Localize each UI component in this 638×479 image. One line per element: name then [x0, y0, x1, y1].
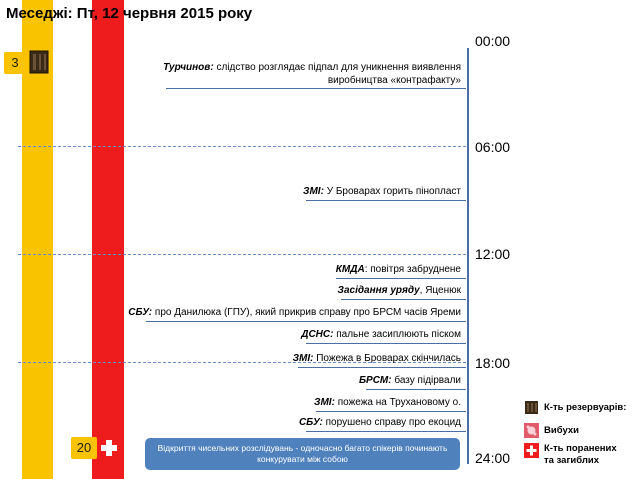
event-underline — [146, 321, 466, 322]
event-underline — [316, 411, 466, 412]
event-text: Пожежа в Броварах скінчилась — [313, 353, 461, 364]
event-text: порушено справу про екоцид — [322, 417, 461, 428]
event-media-fire: ЗМІ: У Броварах горить пінопласт — [303, 185, 461, 198]
time-axis — [467, 48, 469, 464]
event-speaker: СБУ: — [128, 307, 153, 318]
time-label-2400: 24:00 — [475, 450, 511, 466]
event-text: базу підірвали — [391, 375, 461, 386]
tank-icon — [29, 50, 49, 74]
guide-line-1200 — [18, 254, 466, 255]
page-title: Меседжі: Пт, 12 червня 2015 року — [6, 5, 253, 22]
event-media-fire-ended: ЗМІ: Пожежа в Броварах скінчилась — [293, 352, 461, 365]
legend-casualties: К-ть поранених та загиблих — [524, 443, 617, 467]
event-speaker: КМДА — [335, 264, 365, 275]
timeline-bar-red — [92, 0, 124, 479]
event-sbu-ecocide: СБУ: порушено справу про екоцид — [299, 416, 461, 429]
legend-label: К-ть резервуарів: — [544, 402, 627, 413]
event-text-line2: виробництва «контрафакту» — [327, 75, 461, 86]
event-text: слідство розглядає підпал для уникнення … — [213, 62, 461, 73]
event-underline — [341, 299, 466, 300]
event-turchynov: Турчинов: слідство розглядає підпал для … — [163, 61, 461, 87]
event-speaker: ЗМІ: — [292, 353, 314, 364]
event-underline — [366, 389, 466, 390]
investigations-callout: Відкриття чисельних розслідувань - одноч… — [145, 438, 460, 470]
event-underline — [306, 200, 466, 201]
event-brsm: БРСМ: базу підірвали — [359, 374, 461, 387]
event-underline — [166, 88, 466, 89]
tank-count-badge: 3 — [4, 52, 26, 74]
event-speaker: БРСМ: — [358, 375, 392, 386]
time-label-0600: 06:00 — [475, 139, 511, 155]
event-speaker: СБУ: — [298, 417, 323, 428]
tank-icon — [525, 401, 538, 414]
legend-label: К-ть поранених та загиблих — [544, 443, 617, 467]
event-speaker: ЗМІ: — [303, 186, 324, 197]
event-media-trukhaniv: ЗМІ: пожежа на Трухановому о. — [314, 396, 461, 409]
event-speaker: ЗМІ: — [314, 397, 335, 408]
time-label-1800: 18:00 — [475, 355, 511, 371]
event-underline — [306, 431, 466, 432]
legend-explosions: Вибухи — [524, 423, 579, 438]
event-speaker: Турчинов: — [163, 62, 214, 73]
legend-tanks: К-ть резервуарів: — [524, 400, 626, 415]
guide-line-1800 — [18, 362, 466, 363]
event-text: пальне засиплюють піском — [333, 329, 461, 340]
event-text: пожежа на Трухановому о. — [334, 397, 461, 408]
legend-label: Вибухи — [544, 425, 579, 436]
event-kmda: КМДА: повітря забруднене — [336, 263, 461, 276]
time-label-0000: 00:00 — [475, 33, 511, 49]
event-sbu-danyliuk: СБУ: про Данилюка (ГПУ), який прикрив сп… — [128, 306, 461, 319]
event-text: : повітря забруднене — [364, 264, 461, 275]
event-text: У Броварах горить пінопласт — [323, 186, 461, 197]
event-speaker: Засідання уряду — [337, 285, 420, 296]
event-speaker: ДСНС: — [301, 329, 334, 340]
event-underline — [298, 367, 466, 368]
event-underline — [336, 278, 466, 279]
timeline-bar-yellow — [22, 0, 53, 479]
explosion-icon — [524, 423, 539, 438]
medical-cross-icon — [524, 443, 539, 458]
event-underline — [306, 343, 466, 344]
time-label-1200: 12:00 — [475, 246, 511, 262]
guide-line-0600 — [18, 146, 466, 147]
legend-label-line2: та загиблих — [544, 455, 600, 466]
event-text: про Данилюка (ГПУ), який прикрив справу … — [152, 307, 461, 318]
medical-cross-icon — [97, 436, 121, 460]
event-dsns: ДСНС: пальне засиплюють піском — [301, 328, 461, 341]
event-text: , Яценюк — [419, 285, 461, 296]
legend-label-line1: К-ть поранених — [544, 443, 617, 454]
event-government: Засідання уряду, Яценюк — [338, 284, 461, 297]
casualty-count-badge: 20 — [71, 437, 97, 459]
